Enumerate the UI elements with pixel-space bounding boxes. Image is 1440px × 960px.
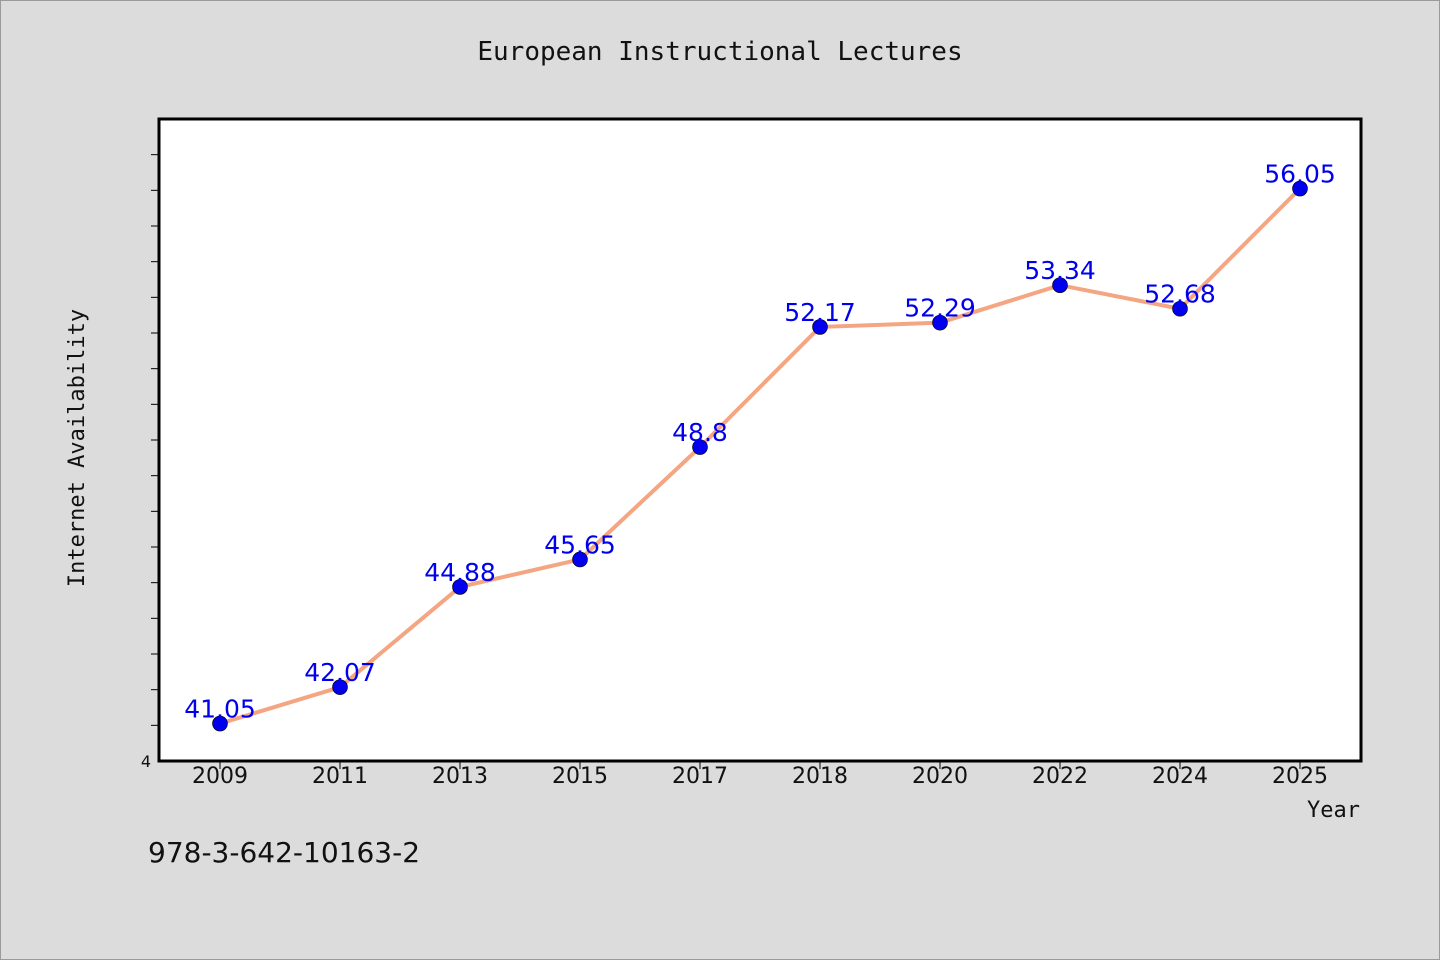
y-tick-label: 4 [141,752,151,771]
data-label: 41.05 [184,695,256,724]
x-tick-label: 2009 [192,764,248,789]
data-point [812,319,828,335]
data-label: 52.17 [784,298,856,327]
data-point [452,579,468,595]
data-point [212,715,228,732]
x-tick-label: 2020 [912,764,968,789]
x-tick-label: 2015 [552,764,608,789]
x-tick-label: 2018 [792,764,848,789]
x-axis-label: Year [1307,798,1360,823]
data-point [1052,277,1068,294]
data-label: 45.65 [544,530,616,559]
data-point [572,551,588,568]
isbn-text: 978-3-642-10163-2 [148,836,420,869]
x-ticks: 2009 2011 2013 2015 2017 2018 2020 2022 2024 2025 [192,761,1328,789]
series-line [218,186,1302,726]
data-point [332,679,348,695]
plot-area [157,117,1363,763]
data-label: 52.68 [1144,280,1216,309]
chart-title: European Instructional Lectures [477,37,962,67]
x-tick-label: 2013 [432,764,488,789]
x-tick-label: 2017 [672,764,728,789]
data-point [1292,180,1308,197]
y-major-ticks: 4 [141,752,151,771]
data-label: 56.05 [1264,160,1336,189]
y-axis-label: Internet Availability [65,309,90,587]
series-group [212,180,1308,732]
data-point [1172,300,1188,317]
x-tick-label: 2024 [1152,764,1208,789]
x-tick-label: 2025 [1272,764,1328,789]
data-labels: 41.05 42.07 44.88 45.65 48.8 52.17 52.29 53.34 5… [184,160,1336,724]
y-minor-ticks [151,154,159,726]
data-point [692,439,708,455]
data-label: 42.07 [304,658,376,687]
data-point [932,314,948,331]
data-label: 44.88 [424,558,496,587]
data-label: 53.34 [1024,256,1096,285]
x-tick-label: 2011 [312,764,368,789]
x-tick-label: 2022 [1032,764,1088,789]
data-label: 52.29 [904,294,976,323]
data-label: 48.8 [672,418,728,447]
